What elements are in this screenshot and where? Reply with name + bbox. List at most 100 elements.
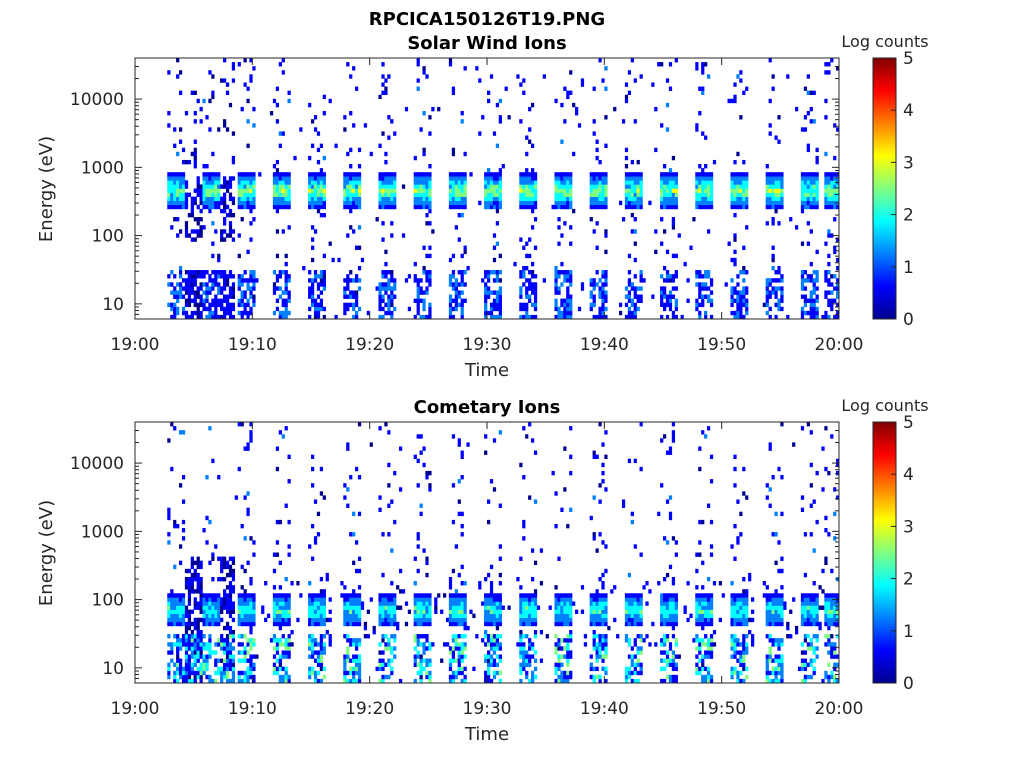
spectrogram-cell: [824, 176, 828, 181]
spectrogram-cell: [237, 278, 241, 283]
spectrogram-cell: [419, 609, 423, 614]
spectrogram-cell: [557, 613, 561, 619]
spectrogram-cell: [205, 286, 209, 291]
spectrogram-cell: [451, 180, 456, 185]
spectrogram-cell: [220, 576, 224, 582]
spectrogram-cell: [598, 601, 602, 606]
spectrogram-cell: [176, 617, 180, 623]
spectrogram-cell: [346, 487, 350, 492]
spectrogram-cell: [560, 233, 564, 238]
spectrogram-cell: [516, 576, 520, 582]
spectrogram-cell: [322, 278, 326, 283]
spectrogram-cell: [240, 180, 244, 185]
spectrogram-cell: [419, 654, 423, 659]
spectrogram-cell: [243, 310, 247, 316]
spectrogram-cell: [701, 638, 705, 643]
spectrogram-cell: [707, 172, 711, 177]
spectrogram-cell: [220, 568, 224, 574]
spectrogram-cell: [278, 597, 282, 602]
panel-title: Cometary Ions: [414, 397, 561, 418]
spectrogram-cell: [240, 282, 244, 287]
spectrogram-cell: [325, 629, 329, 635]
spectrogram-cell: [613, 106, 617, 112]
spectrogram-cell: [489, 200, 494, 206]
spectrogram-cell: [674, 605, 678, 610]
spectrogram-cell: [208, 654, 212, 659]
spectrogram-cell: [498, 98, 502, 104]
spectrogram-cell: [416, 172, 420, 177]
spectrogram-cell: [308, 180, 312, 185]
spectrogram-cell: [495, 196, 500, 202]
spectrogram-cell: [668, 302, 673, 308]
spectrogram-cell: [595, 196, 599, 202]
spectrogram-cell: [624, 670, 629, 676]
spectrogram-cell: [387, 662, 391, 667]
spectrogram-cell: [733, 237, 737, 242]
spectrogram-cell: [601, 188, 605, 193]
spectrogram-cell: [176, 196, 180, 202]
spectrogram-cell: [495, 188, 500, 193]
spectrogram-cell: [598, 650, 602, 655]
spectrogram-cell: [416, 180, 420, 185]
spectrogram-cell: [393, 131, 397, 136]
spectrogram-cell: [487, 290, 491, 295]
spectrogram-cell: [498, 430, 502, 435]
spectrogram-cell: [604, 597, 608, 602]
spectrogram-cell: [531, 192, 535, 197]
spectrogram-cell: [686, 581, 690, 586]
spectrogram-cell: [569, 270, 573, 275]
spectrogram-cell: [211, 302, 215, 308]
spectrogram-cell: [601, 78, 605, 83]
spectrogram-cell: [187, 274, 192, 279]
spectrogram-cell: [343, 605, 347, 610]
spectrogram-cell: [563, 176, 567, 181]
spectrogram-cell: [322, 176, 326, 181]
spectrogram-cell: [372, 629, 376, 635]
spectrogram-cell: [533, 629, 538, 635]
spectrogram-cell: [671, 674, 676, 680]
spectrogram-cell: [525, 601, 529, 606]
spectrogram-cell: [240, 290, 244, 295]
spectrogram-cell: [319, 278, 324, 283]
spectrogram-cell: [275, 638, 280, 643]
spectrogram-cell: [454, 658, 458, 663]
spectrogram-cell: [231, 589, 236, 594]
spectrogram-cell: [704, 192, 708, 197]
spectrogram-cell: [742, 290, 746, 295]
spectrogram-cell: [425, 662, 429, 667]
spectrogram-cell: [566, 593, 570, 598]
spectrogram-cell: [639, 278, 643, 283]
spectrogram-cell: [665, 294, 670, 299]
spectrogram-cell: [419, 503, 423, 508]
spectrogram-cell: [252, 597, 256, 602]
spectrogram-cell: [671, 286, 676, 291]
spectrogram-cell: [780, 176, 784, 181]
spectrogram-cell: [287, 188, 291, 193]
spectrogram-cell: [592, 495, 596, 500]
spectrogram-cell: [225, 560, 230, 566]
spectrogram-cell: [639, 666, 643, 672]
spectrogram-cell: [173, 188, 177, 193]
spectrogram-cell: [592, 638, 596, 643]
spectrogram-cell: [633, 229, 637, 234]
spectrogram-cell: [463, 180, 467, 185]
spectrogram-cell: [199, 605, 203, 610]
spectrogram-cell: [316, 314, 321, 320]
spectrogram-cell: [246, 613, 250, 619]
spectrogram-cell: [463, 176, 467, 181]
spectrogram-cell: [428, 188, 432, 193]
spectrogram-cell: [698, 282, 702, 287]
spectrogram-cell: [815, 278, 819, 283]
spectrogram-cell: [275, 666, 280, 672]
spectrogram-cell: [557, 674, 561, 680]
spectrogram-cell: [205, 176, 209, 181]
spectrogram-cell: [240, 605, 244, 610]
spectrogram-cell: [636, 646, 640, 651]
spectrogram-cell: [739, 204, 743, 210]
spectrogram-cell: [223, 658, 227, 663]
spectrogram-cell: [355, 601, 359, 606]
spectrogram-cell: [231, 572, 236, 578]
spectrogram-cell: [281, 204, 285, 210]
spectrogram-cell: [352, 601, 356, 606]
spectrogram-cell: [272, 310, 277, 316]
